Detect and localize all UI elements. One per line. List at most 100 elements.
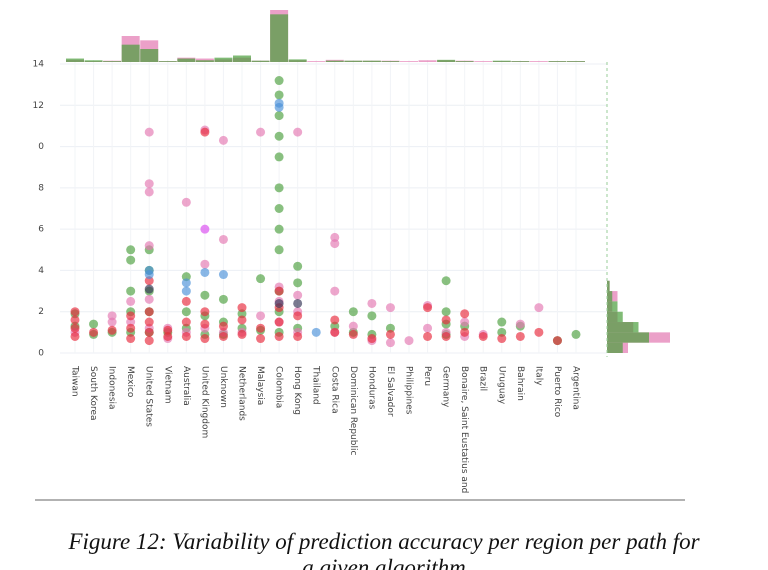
histogram-bar [362,60,381,62]
histogram-bar [607,342,623,353]
point [163,325,173,335]
point [385,329,395,339]
histogram-bar [66,58,84,62]
point [274,245,284,255]
point [293,298,303,308]
histogram-bar [607,291,613,302]
point [293,331,303,341]
x-tick-label: Germany [441,366,451,408]
histograms [66,10,670,353]
point [311,327,321,337]
grid: 0 2 4 6 8 0 12 14 Taiwan South Korea Indonesia Mexi… [33,60,607,493]
point [256,334,266,344]
point [274,76,284,86]
point [70,331,80,341]
histogram-bar [195,60,214,62]
x-tick-label: Indonesia [107,366,117,410]
point [274,98,284,108]
point [237,315,247,325]
point [126,323,136,333]
point [460,309,470,319]
point [293,290,303,300]
point [181,278,191,288]
point [367,298,377,308]
point [237,309,247,319]
point [423,323,433,333]
point [218,270,228,280]
histogram-bar [607,322,639,333]
point [571,329,581,339]
histogram-bar [607,311,623,323]
point [274,152,284,162]
histogram-bar [529,61,548,62]
point [126,311,136,321]
point [441,276,451,286]
point [70,307,80,317]
top-histogram [66,10,585,62]
point [126,296,136,306]
point [274,317,284,327]
point [274,331,284,341]
histogram-bar [511,61,530,62]
point [181,331,191,341]
point [367,334,377,344]
x-tick-label: Malaysia [255,366,265,405]
point [348,321,358,331]
point [218,135,228,145]
point [460,327,470,337]
x-tick-label: Puerto Rico [552,366,562,418]
x-tick-label: Brazil [478,366,488,391]
point [70,323,80,333]
point [144,284,154,294]
y-tick-label: 6 [38,225,44,235]
point [256,274,266,284]
point [70,315,80,325]
point [385,303,395,313]
point [126,334,136,344]
point [144,241,154,251]
x-tick-label: Honduras [366,366,376,410]
y-tick-label: 0 [38,349,44,359]
histogram-bar [214,57,233,62]
histogram-bar [325,60,344,62]
histogram-bar [437,59,456,62]
x-tick-label: Argentina [571,366,581,410]
histogram-bar [567,61,585,62]
y-tick-label: 14 [33,60,45,70]
point [237,329,247,339]
x-tick-label: Hong Kong [292,366,302,415]
histogram-bar [288,59,307,62]
histogram-bar [400,61,418,62]
point [107,311,117,321]
point [274,204,284,213]
point [293,278,303,288]
point [441,307,451,317]
point [552,336,562,346]
point [218,331,228,341]
x-tick-label: Colombia [274,366,284,408]
histogram-bar [251,60,270,62]
histogram-bar [474,61,493,62]
histogram-bar [607,301,618,312]
point [181,317,191,327]
point [256,127,266,137]
x-tick-label: Unknown [218,366,228,408]
histogram-bar [492,60,511,62]
point [330,286,340,296]
point [274,90,284,100]
y-tick-label: 12 [33,101,44,111]
point [330,315,340,325]
point [515,319,525,329]
point [274,298,284,308]
y-tick-label: 0 [38,142,44,152]
point [144,265,154,275]
point [200,267,210,277]
x-tick-label: Bonaire, Saint Eustatius and [459,366,469,493]
point [200,319,210,329]
point [218,234,228,244]
x-tick-label: Mexico [125,366,135,398]
points [70,76,581,348]
x-tick-label: United States [144,366,154,427]
caption: a given algorithm [302,555,466,570]
histogram-bar [158,61,177,62]
